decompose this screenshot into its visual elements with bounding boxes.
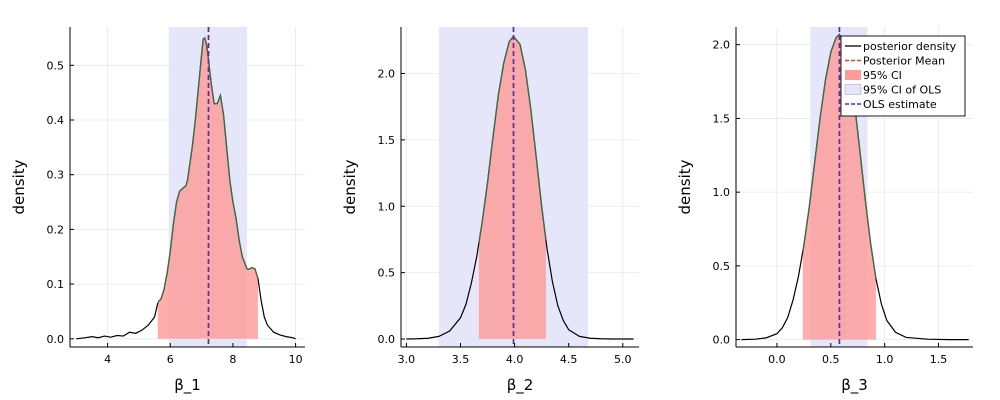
y-tick-label: 1.5 (713, 112, 731, 125)
y-tick-label: 0.5 (47, 59, 65, 72)
y-tick-label: 1.5 (378, 134, 396, 147)
y-tick-label: 0.1 (47, 278, 65, 291)
density-line-in-ci (802, 33, 877, 280)
y-tick-label: 0.5 (713, 260, 731, 273)
y-tick-label: 0.2 (47, 223, 65, 236)
legend-swatch-patch (844, 84, 862, 95)
x-tick-label: 0.5 (822, 353, 840, 366)
x-tick-label: 0.0 (768, 353, 786, 366)
legend-label: 95% CI (863, 69, 902, 82)
x-tick-label: 3.0 (398, 353, 416, 366)
legend-label: Posterior Mean (863, 55, 945, 68)
x-tick-label: 4 (104, 353, 111, 366)
x-axis-label: β_2 (507, 376, 534, 395)
x-tick-label: 1.0 (876, 353, 894, 366)
legend-label: 95% CI of OLS (863, 84, 941, 97)
y-tick-label: 2.0 (713, 39, 731, 52)
x-axis-label: β_3 (841, 376, 868, 395)
y-tick-label: 1.0 (378, 200, 396, 213)
density-line-in-ci (478, 35, 547, 244)
y-tick-label: 0.0 (378, 333, 396, 346)
x-axis-label: β_1 (174, 376, 201, 395)
y-axis-label: density (676, 159, 694, 214)
x-tick-label: 8 (229, 353, 236, 366)
legend-box (840, 35, 966, 117)
y-tick-label: 2.0 (378, 67, 396, 80)
y-tick-label: 0.0 (47, 333, 65, 346)
y-axis-label: density (10, 159, 28, 214)
density-line-in-ci (157, 36, 259, 304)
y-tick-label: 1.0 (713, 186, 731, 199)
y-tick-label: 0.5 (378, 267, 396, 280)
y-tick-label: 0.3 (47, 169, 65, 182)
legend-swatch-patch (845, 70, 861, 80)
y-tick-label: 0.0 (713, 334, 731, 347)
ci-area (478, 36, 546, 340)
legend-label: posterior density (863, 40, 957, 53)
x-tick-label: 4.0 (506, 353, 524, 366)
y-tick-label: 0.4 (47, 114, 65, 127)
panel-beta-1: 4 6 8 10 0.0 0.1 0.2 0.3 0.4 0.5 β_1 density (10, 27, 305, 395)
x-tick-label: 1.5 (930, 353, 948, 366)
x-tick-label: 5.0 (614, 353, 632, 366)
x-tick-label: 4.5 (560, 353, 578, 366)
x-tick-label: 6 (167, 353, 174, 366)
x-tick-label: 3.5 (452, 353, 470, 366)
x-tick-label: 10 (289, 353, 303, 366)
y-axis-label: density (341, 159, 359, 214)
legend-label: OLS estimate (863, 98, 937, 111)
panel-beta-2: 3.0 3.5 4.0 4.5 5.0 0.0 0.5 1.0 1.5 2.0 β_2 density (341, 27, 639, 395)
